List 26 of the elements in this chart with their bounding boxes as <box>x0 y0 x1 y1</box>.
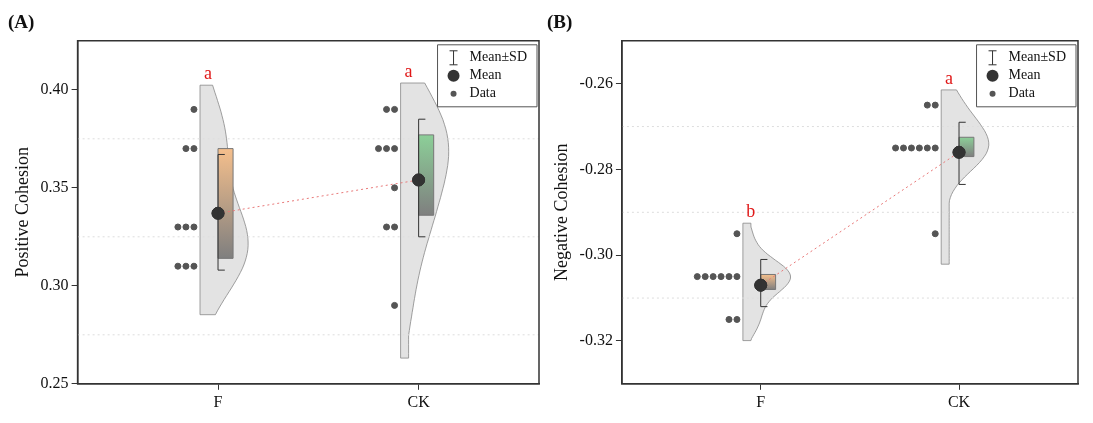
y-tick-label: -0.32 <box>579 331 613 349</box>
annotation: a <box>945 67 954 88</box>
y-tick-label: 0.40 <box>40 80 69 97</box>
y-tick-label: 0.25 <box>40 374 69 391</box>
y-tick-label: -0.26 <box>579 73 613 91</box>
y-tick-label: -0.28 <box>579 159 613 177</box>
annotation: b <box>746 200 756 221</box>
legend-label: Mean±SD <box>1008 49 1067 65</box>
legend-label: Data <box>1008 85 1036 101</box>
legend-label: Mean±SD <box>469 49 528 65</box>
legend-label: Mean <box>1008 67 1041 83</box>
x-tick-label: CK <box>947 392 971 410</box>
chart-title: (B) <box>547 11 573 34</box>
y-tick-label: -0.30 <box>579 245 613 263</box>
x-tick-label: F <box>213 392 223 410</box>
annotation: a <box>404 60 413 81</box>
y-tick-label: 0.35 <box>40 178 69 195</box>
annotation: a <box>204 62 212 83</box>
y-tick-label: 0.30 <box>40 276 69 293</box>
y-axis-title: Negative Cohesion <box>550 143 571 282</box>
x-tick-label: CK <box>407 392 431 410</box>
legend-label: Data <box>469 85 497 101</box>
y-axis-title: Positive Cohesion <box>11 147 32 278</box>
x-tick-label: F <box>756 392 766 410</box>
chart-title: (A) <box>8 11 35 34</box>
legend-label: Mean <box>469 67 502 83</box>
